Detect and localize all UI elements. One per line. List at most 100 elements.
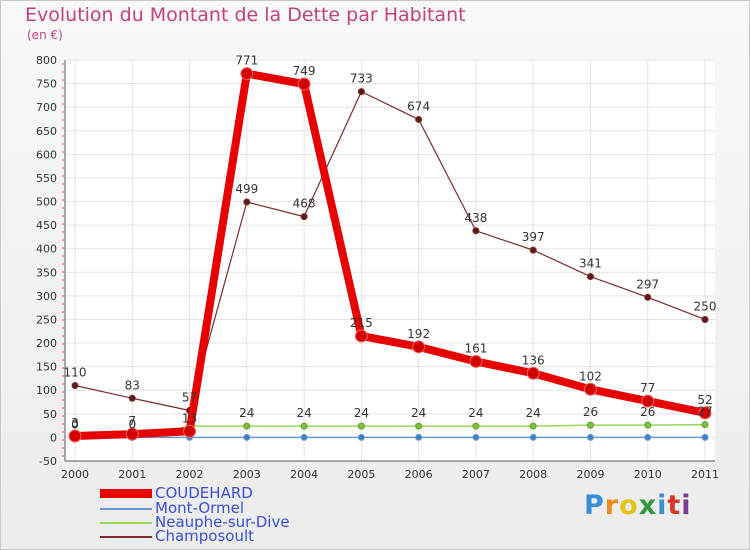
x-tick-label: 2011: [691, 468, 719, 481]
data-label-champosoult: 341: [579, 257, 602, 271]
data-point-coudehard: [412, 340, 426, 354]
data-point-mont-ormel: [586, 433, 594, 441]
logo-letter: P: [584, 490, 605, 521]
data-point-champosoult: [644, 293, 652, 301]
data-point-neauphe: [357, 422, 365, 430]
legend-label-champosoult: Champosoult: [155, 527, 255, 545]
series-line-champosoult: [74, 91, 706, 412]
data-point-neauphe: [529, 422, 537, 430]
data-point-mont-ormel: [357, 433, 365, 441]
data-point-coudehard: [297, 77, 311, 91]
data-label-mont-ormel: 0: [71, 417, 79, 431]
data-label-coudehard: 102: [579, 369, 602, 383]
data-label-neauphe: 24: [411, 406, 426, 420]
data-point-neauphe: [644, 421, 652, 429]
data-point-mont-ormel: [415, 433, 423, 441]
data-label-champosoult: 297: [636, 277, 659, 291]
plot-area: [65, 60, 715, 461]
data-label-coudehard: 136: [522, 353, 545, 367]
y-tick-label: -50: [39, 455, 57, 468]
data-label-neauphe: 24: [239, 406, 254, 420]
data-point-coudehard: [698, 406, 712, 420]
x-tick-label: 2005: [347, 468, 375, 481]
data-label-coudehard: 52: [697, 393, 712, 407]
data-point-champosoult: [701, 315, 709, 323]
data-point-neauphe: [415, 422, 423, 430]
series-line-coudehard: [71, 69, 709, 440]
y-tick-label: 0: [50, 431, 57, 444]
data-label-neauphe: 24: [468, 406, 483, 420]
data-point-neauphe: [701, 421, 709, 429]
data-point-coudehard: [641, 394, 655, 408]
data-label-champosoult: 438: [464, 211, 487, 225]
legend-label-mont-ormel: Mont-Ormel: [155, 499, 245, 517]
y-tick-label: 300: [36, 290, 57, 303]
y-tick-label: 400: [36, 243, 57, 256]
y-tick-label: 250: [36, 313, 57, 326]
y-tick-label: 750: [36, 78, 57, 91]
y-tick-label: 700: [36, 101, 57, 114]
legend-label-neauphe: Neauphe-sur-Dive: [155, 513, 290, 531]
legend-label-coudehard: COUDEHARD: [155, 484, 253, 502]
logo-letter: o: [619, 490, 639, 521]
y-tick-label: 150: [36, 361, 57, 374]
data-point-coudehard: [583, 382, 597, 396]
data-label-champosoult: 499: [235, 182, 258, 196]
data-label-champosoult: 110: [64, 366, 87, 380]
y-tick-label: 500: [36, 196, 57, 209]
data-point-neauphe: [243, 422, 251, 430]
data-point-coudehard: [354, 329, 368, 343]
data-point-champosoult: [357, 88, 365, 96]
data-point-coudehard: [526, 366, 540, 380]
logo-letter: x: [638, 490, 658, 521]
x-tick-label: 2006: [405, 468, 433, 481]
data-point-champosoult: [529, 246, 537, 254]
data-label-champosoult: 57: [182, 391, 197, 405]
data-point-champosoult: [243, 198, 251, 206]
data-label-neauphe: 24: [354, 406, 369, 420]
data-label-coudehard: 771: [235, 54, 258, 68]
logo-letter: i: [681, 490, 692, 521]
data-label-champosoult: 83: [125, 378, 140, 392]
x-tick-label: 2000: [61, 468, 89, 481]
data-label-champosoult: 468: [293, 197, 316, 211]
data-label-champosoult: 733: [350, 72, 373, 86]
data-label-champosoult: 397: [522, 230, 545, 244]
data-label-coudehard: 77: [640, 381, 655, 395]
y-tick-label: 800: [36, 54, 57, 67]
data-point-mont-ormel: [472, 433, 480, 441]
data-label-neauphe: 24: [296, 406, 311, 420]
data-label-neauphe: 24: [526, 406, 541, 420]
data-point-champosoult: [415, 115, 423, 123]
data-label-coudehard: 13: [182, 411, 197, 425]
data-point-mont-ormel: [243, 433, 251, 441]
data-label-coudehard: 7: [128, 414, 136, 428]
x-tick-label: 2009: [576, 468, 604, 481]
data-label-champosoult: 250: [694, 299, 717, 313]
data-point-neauphe: [586, 421, 594, 429]
y-tick-label: 50: [43, 408, 57, 421]
data-label-coudehard: 3: [71, 416, 79, 430]
unit-label: (en €): [27, 28, 63, 42]
data-label-coudehard: 749: [293, 64, 316, 78]
y-tick-label: 100: [36, 384, 57, 397]
chart-title: Evolution du Montant de la Dette par Hab…: [25, 4, 466, 26]
x-tick-label: 2010: [634, 468, 662, 481]
y-tick-label: 650: [36, 125, 57, 138]
data-point-mont-ormel: [300, 433, 308, 441]
y-tick-label: 600: [36, 148, 57, 161]
x-tick-label: 2002: [176, 468, 204, 481]
data-point-champosoult: [71, 382, 79, 390]
data-point-mont-ormel: [529, 433, 537, 441]
data-point-champosoult: [300, 213, 308, 221]
data-point-champosoult: [128, 394, 136, 402]
y-tick-label: 350: [36, 266, 57, 279]
x-tick-label: 2004: [290, 468, 318, 481]
x-tick-label: 2003: [233, 468, 261, 481]
data-point-champosoult: [586, 273, 594, 281]
y-tick-label: 550: [36, 172, 57, 185]
data-label-champosoult: 674: [407, 99, 430, 113]
data-label-coudehard: 192: [407, 327, 430, 341]
logo-letter: t: [667, 490, 682, 521]
